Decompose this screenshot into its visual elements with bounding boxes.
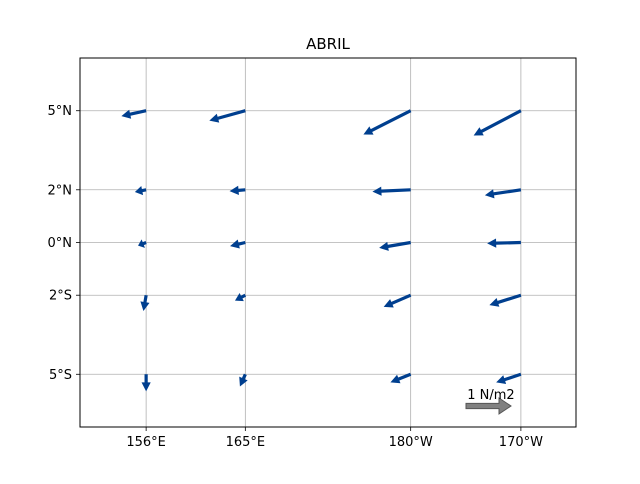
- wind-stress-arrow: [473, 109, 522, 136]
- quiver-key: 1 N/m2: [465, 388, 515, 415]
- wind-stress-arrow: [230, 239, 246, 249]
- y-tick-label: 2°N: [48, 183, 73, 198]
- wind-stress-arrow: [229, 185, 246, 195]
- wind-stress-arrow: [138, 239, 147, 248]
- y-tick-label: 5°S: [49, 368, 72, 383]
- wind-stress-arrow: [134, 186, 147, 196]
- quiver-key-arrow: [465, 397, 512, 415]
- y-tick-label: 5°N: [48, 104, 73, 119]
- x-tick-label: 165°E: [226, 435, 266, 450]
- wind-stress-arrow: [372, 186, 411, 196]
- wind-stress-arrow: [363, 109, 412, 135]
- wind-stress-arrow: [489, 293, 522, 307]
- x-tick-label: 170°W: [499, 435, 543, 450]
- wind-stress-arrow: [487, 238, 521, 248]
- quiver-key-label: 1 N/m2: [467, 388, 514, 403]
- wind-stress-arrow: [209, 109, 246, 123]
- wind-stress-arrow: [484, 188, 522, 199]
- wind-stress-arrow: [141, 374, 151, 392]
- y-axis-ticks: 5°N 2°N 0°N 2°S 5°S: [48, 104, 80, 383]
- grid-lines: [80, 58, 576, 427]
- chart-title: ABRIL: [306, 35, 350, 53]
- vector-field: [121, 109, 522, 392]
- y-tick-label: 2°S: [49, 289, 72, 304]
- wind-stress-arrow: [390, 372, 412, 384]
- wind-stress-arrow: [239, 373, 248, 387]
- x-tick-label: 156°E: [126, 435, 166, 450]
- wind-stress-arrow: [234, 293, 247, 302]
- wind-stress-arrow: [140, 294, 150, 311]
- wind-stress-arrow: [383, 293, 412, 308]
- x-axis-ticks: 156°E 165°E 180°W 170°W: [126, 427, 543, 450]
- wind-stress-arrow: [121, 109, 147, 119]
- wind-stress-arrow: [379, 240, 411, 251]
- y-tick-label: 0°N: [48, 236, 73, 251]
- wind-stress-arrow: [496, 372, 522, 384]
- x-tick-label: 180°W: [389, 435, 433, 450]
